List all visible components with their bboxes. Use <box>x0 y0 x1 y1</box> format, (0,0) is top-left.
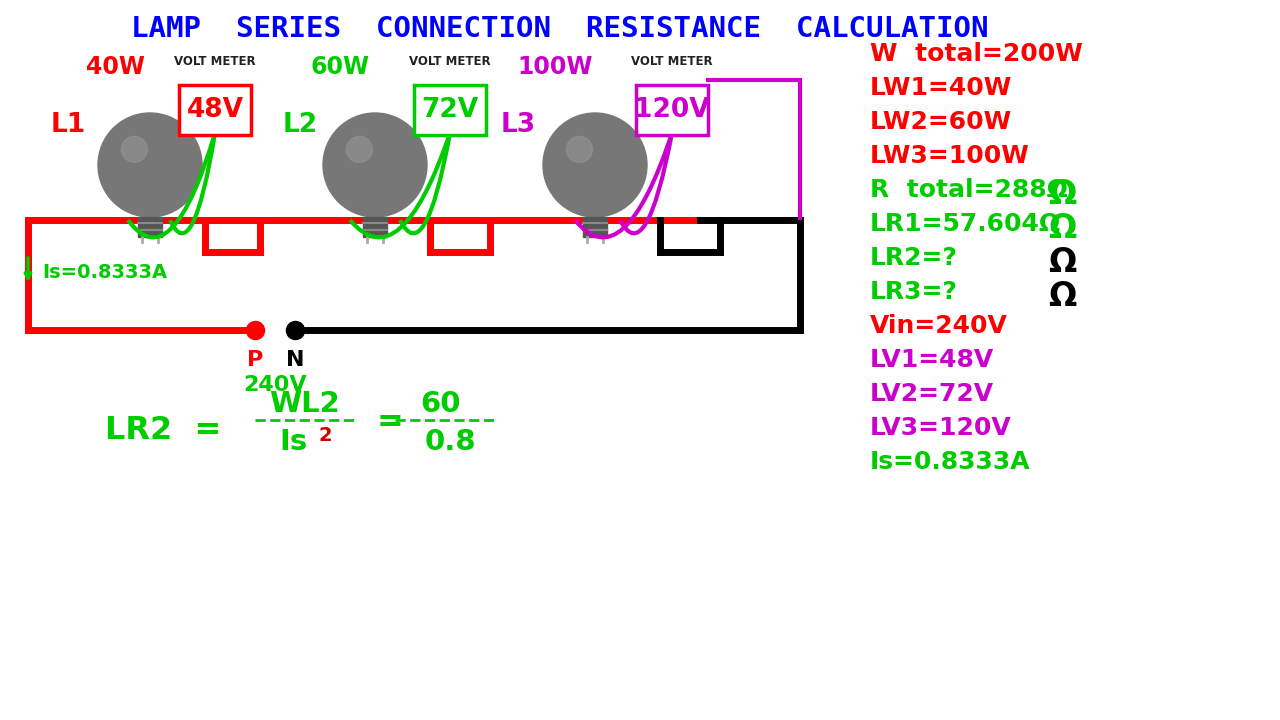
Circle shape <box>323 113 428 217</box>
Text: L2: L2 <box>283 112 317 138</box>
Text: LV3=120V: LV3=120V <box>870 416 1011 440</box>
FancyBboxPatch shape <box>413 85 486 135</box>
Circle shape <box>122 136 147 163</box>
Text: 2: 2 <box>319 426 332 444</box>
Text: L1: L1 <box>50 112 86 138</box>
Text: LV2=72V: LV2=72V <box>870 382 995 406</box>
Circle shape <box>99 113 202 217</box>
Text: 60W: 60W <box>311 55 370 79</box>
Text: 72V: 72V <box>421 97 479 123</box>
Text: 100W: 100W <box>517 55 593 79</box>
Text: LR3=?: LR3=? <box>870 280 957 304</box>
Text: N: N <box>285 350 305 370</box>
Text: LR2=?: LR2=? <box>870 246 957 270</box>
Bar <box>364 217 387 237</box>
Text: LR1=57.604Ω: LR1=57.604Ω <box>870 212 1061 236</box>
Bar <box>138 217 163 237</box>
Text: Vin=240V: Vin=240V <box>870 314 1007 338</box>
Text: 240V: 240V <box>243 375 307 395</box>
Text: Ω: Ω <box>1048 246 1076 279</box>
Text: Ω: Ω <box>1048 178 1076 211</box>
Text: Is: Is <box>279 428 307 456</box>
Text: R  total=288Ω: R total=288Ω <box>870 178 1068 202</box>
FancyBboxPatch shape <box>179 85 251 135</box>
Text: VOLT METER: VOLT METER <box>631 55 713 68</box>
Text: LW2=60W: LW2=60W <box>870 110 1012 134</box>
Text: WL2: WL2 <box>270 390 340 418</box>
Circle shape <box>347 136 372 163</box>
Text: Is=0.8333A: Is=0.8333A <box>42 263 168 282</box>
Text: 48V: 48V <box>187 97 243 123</box>
Text: L3: L3 <box>500 112 535 138</box>
Text: Is=0.8333A: Is=0.8333A <box>870 450 1030 474</box>
Circle shape <box>543 113 646 217</box>
Text: 0.8: 0.8 <box>424 428 476 456</box>
Text: P: P <box>247 350 264 370</box>
Text: 40W: 40W <box>86 55 145 79</box>
Text: VOLT METER: VOLT METER <box>174 55 256 68</box>
Text: Ω: Ω <box>1048 280 1076 313</box>
Text: =: = <box>376 407 403 438</box>
Text: LV1=48V: LV1=48V <box>870 348 995 372</box>
Text: LW1=40W: LW1=40W <box>870 76 1012 100</box>
Text: LAMP  SERIES  CONNECTION  RESISTANCE  CALCULATION: LAMP SERIES CONNECTION RESISTANCE CALCUL… <box>132 15 988 43</box>
Text: Ω: Ω <box>1048 212 1076 245</box>
Text: 60: 60 <box>420 390 461 418</box>
Circle shape <box>566 136 593 163</box>
Text: 120V: 120V <box>634 97 710 123</box>
Bar <box>582 217 607 237</box>
Text: LW3=100W: LW3=100W <box>870 144 1030 168</box>
FancyBboxPatch shape <box>636 85 708 135</box>
Text: W  total=200W: W total=200W <box>870 42 1083 66</box>
Text: VOLT METER: VOLT METER <box>410 55 490 68</box>
Text: LR2  =: LR2 = <box>105 415 221 446</box>
